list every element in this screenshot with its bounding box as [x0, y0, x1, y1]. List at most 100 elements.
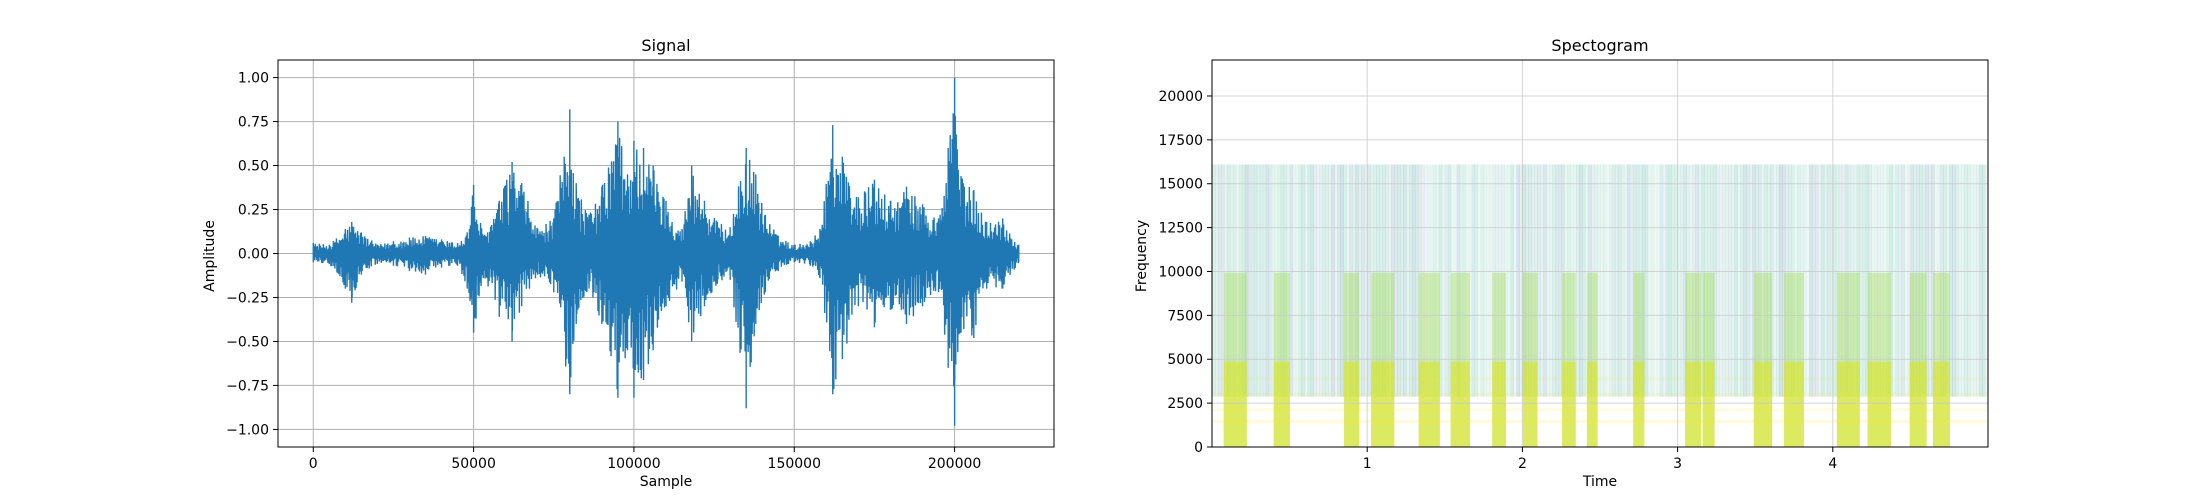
spectrogram-column — [1462, 164, 1467, 397]
spectrogram-column — [1641, 164, 1646, 397]
signal-y-tick-label: −1.00 — [226, 422, 269, 438]
spectrogram-column — [1385, 164, 1389, 397]
spectrogram-column — [1486, 164, 1491, 397]
spectrogram-column — [1794, 164, 1798, 397]
spectrogram-column — [1364, 164, 1368, 397]
spectrogram-column — [1238, 164, 1243, 397]
spectrogram-burst-core — [1223, 361, 1247, 447]
spectrogram-column — [1802, 164, 1807, 397]
signal-title: Signal — [641, 36, 690, 55]
spectrogram-column — [1286, 164, 1291, 397]
signal-x-tick-label: 100000 — [607, 456, 660, 472]
spectrogram-column — [1379, 164, 1383, 397]
spectrogram-column — [1253, 164, 1258, 397]
spectrogram-column — [1528, 164, 1532, 397]
spectrogram-column — [1913, 164, 1917, 397]
spectrogram-column — [1474, 164, 1479, 397]
spectrogram-column — [1510, 164, 1514, 397]
spectrogram-column — [1438, 164, 1443, 397]
spectrogram-column — [1301, 164, 1306, 397]
spectrogram-column — [1829, 164, 1834, 397]
spectrogram-column — [1832, 164, 1837, 397]
spectrogram-column — [1940, 164, 1944, 397]
spectrogram-column — [1501, 164, 1505, 397]
spectrogram-column — [1468, 164, 1473, 397]
spectrogram-column — [1600, 164, 1604, 397]
spectrogram-column — [1376, 164, 1380, 397]
signal-y-tick-label: −0.50 — [226, 334, 269, 350]
spectrogram-column — [1465, 164, 1470, 397]
spectrogram-column — [1212, 164, 1216, 397]
spectrogram-column — [1534, 164, 1538, 397]
spectrogram-column — [1656, 164, 1661, 397]
spectrogram-column — [1752, 164, 1756, 397]
spectrogram-y-tick-label: 5000 — [1167, 352, 1203, 368]
spectrogram-column — [1644, 164, 1649, 397]
spectrogram-burst-core — [1753, 361, 1773, 447]
spectrogram-column — [1232, 164, 1237, 397]
spectrogram-column — [1391, 164, 1395, 397]
spectrogram-column — [1928, 164, 1932, 397]
spectrogram-column — [1295, 164, 1300, 397]
spectrogram-column — [1343, 164, 1347, 397]
spectrogram-column — [1892, 164, 1896, 397]
spectrogram-column — [1373, 164, 1377, 397]
spectrogram-column — [1289, 164, 1294, 397]
spectrogram-column — [1382, 164, 1386, 397]
spectrogram-column — [1229, 164, 1234, 397]
spectrogram-column — [1322, 164, 1326, 397]
spectrogram-column — [1608, 164, 1613, 397]
spectrogram-y-tick-label: 15000 — [1158, 177, 1203, 193]
spectrogram-column — [1456, 164, 1461, 397]
spectrogram-burst-core — [1418, 361, 1440, 447]
spectrogram-texture — [1212, 164, 1988, 447]
spectrogram-column — [1647, 164, 1652, 397]
signal-y-tick-label: 0.00 — [238, 247, 269, 263]
spectrogram-burst-core — [1522, 361, 1538, 447]
spectrogram-column — [1955, 164, 1959, 397]
spectrogram-column — [1668, 164, 1673, 397]
spectrogram-column — [1740, 164, 1744, 397]
spectrogram-column — [1492, 164, 1497, 397]
spectrogram-column — [1635, 164, 1640, 397]
spectrogram-column — [1611, 164, 1616, 397]
spectrogram-column — [1791, 164, 1795, 397]
spectrogram-band — [1212, 392, 1988, 396]
spectrogram-column — [1701, 164, 1705, 397]
spectrogram-column — [1934, 164, 1938, 397]
spectrogram-burst-core — [1344, 361, 1360, 447]
spectrogram-column — [1346, 164, 1350, 397]
spectrogram-column — [1597, 164, 1601, 397]
spectrogram-column — [1985, 164, 1988, 397]
spectrogram-column — [1743, 164, 1747, 397]
signal-waveform — [312, 77, 1020, 426]
spectrogram-column — [1280, 164, 1285, 397]
spectrogram-column — [1767, 164, 1771, 397]
spectrogram-column — [1337, 164, 1341, 397]
spectrogram-column — [1886, 164, 1891, 397]
spectrogram-band — [1212, 408, 1988, 412]
spectrogram-column — [1943, 164, 1947, 397]
spectrogram-column — [1435, 164, 1440, 397]
spectrogram-burst-core — [1784, 361, 1804, 447]
spectrogram-column — [1680, 164, 1685, 397]
spectrogram-column — [1268, 164, 1273, 397]
spectrogram-column — [1910, 164, 1914, 397]
spectrogram-column — [1788, 164, 1792, 397]
spectrogram-burst-core — [1932, 361, 1950, 447]
spectrogram-y-tick-label: 2500 — [1167, 396, 1203, 412]
spectrogram-column — [1591, 164, 1595, 397]
spectrogram-column — [1862, 164, 1867, 397]
spectrogram-column — [1874, 164, 1879, 397]
spectrogram-column — [1853, 164, 1858, 397]
spectrogram-column — [1931, 164, 1935, 397]
spectrogram-column — [1662, 164, 1667, 397]
spectrogram-column — [1453, 164, 1458, 397]
signal-y-tick-label: −0.75 — [226, 378, 269, 394]
spectrogram-column — [1441, 164, 1446, 397]
spectrogram-column — [1880, 164, 1885, 397]
spectrogram-column — [1331, 164, 1335, 397]
spectrogram-column — [1776, 164, 1780, 397]
spectrogram-column — [1629, 164, 1634, 397]
spectrogram-plot-frame — [1211, 59, 1989, 448]
